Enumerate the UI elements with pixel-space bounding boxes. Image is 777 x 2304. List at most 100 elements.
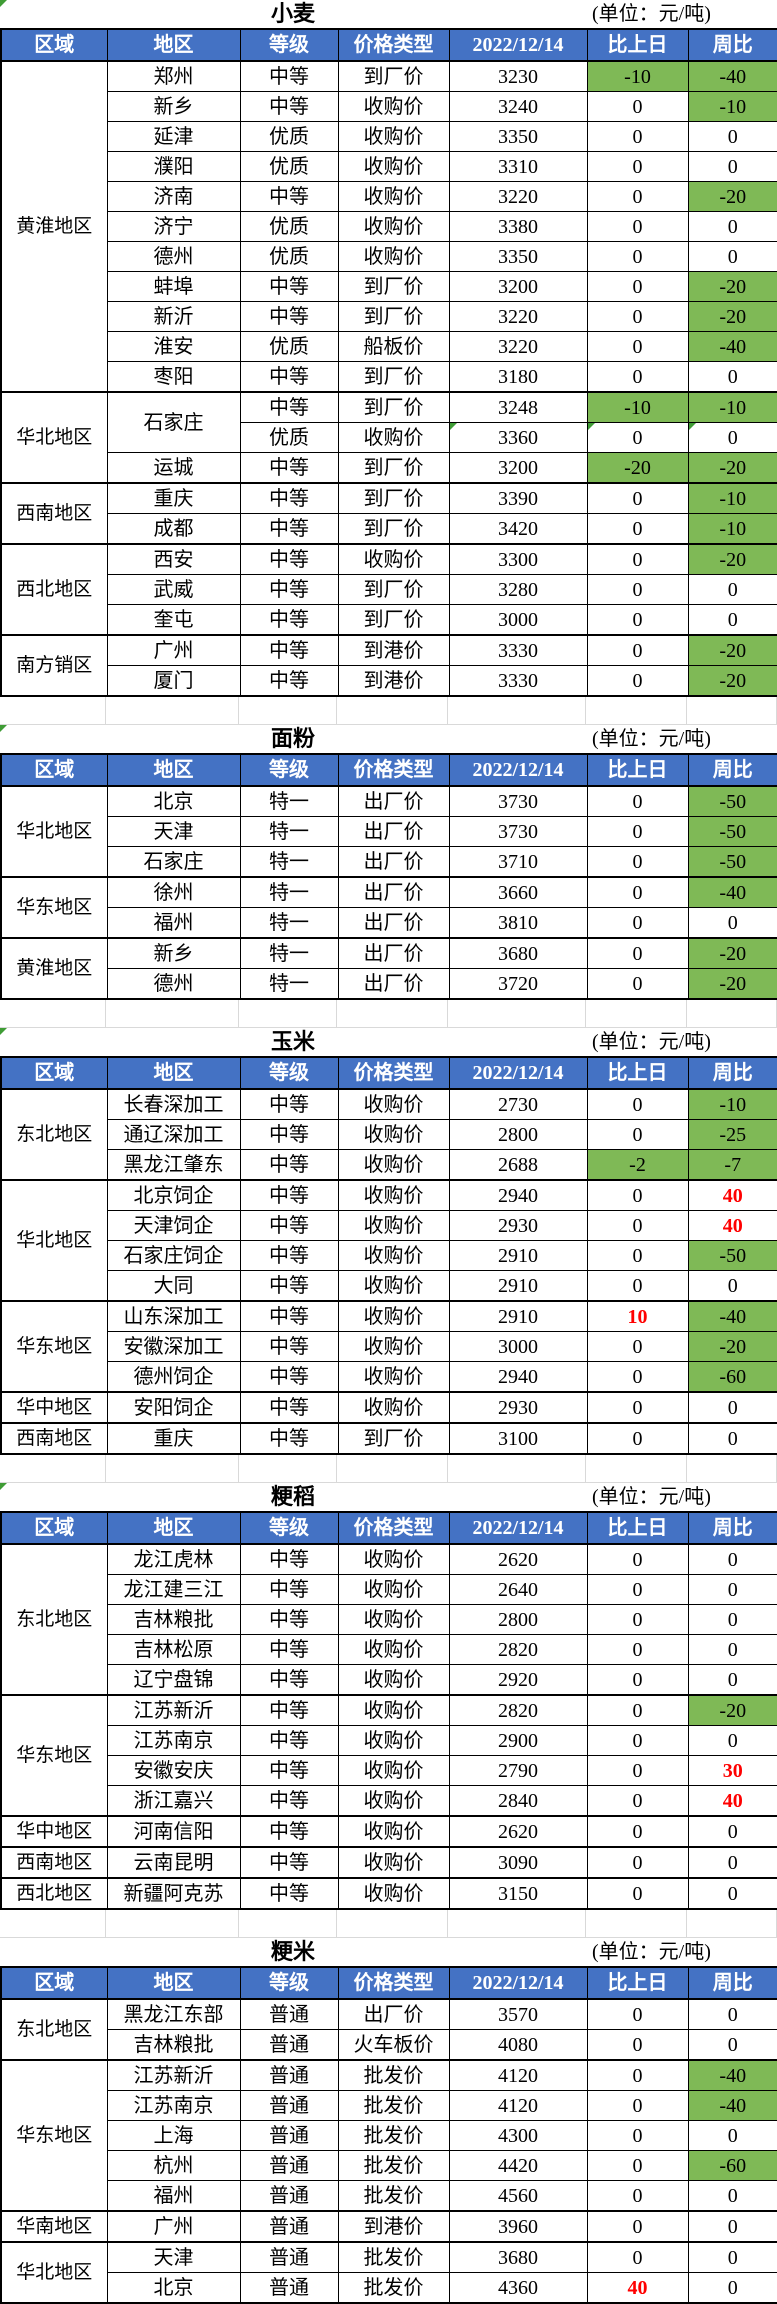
cell-grade: 特一 — [239, 785, 339, 817]
cell-vs-prev-day: 0 — [586, 1270, 689, 1302]
cell-area: 濮阳 — [106, 151, 241, 182]
table-row: 南方销区 广州 中等 到港价 3330 0 -20 — [0, 634, 777, 697]
comment-marker-icon — [689, 423, 696, 430]
section-title: 小麦 — [270, 1, 315, 26]
table-row: 东北地区 黑龙江东部 普通 出厂价 3570 0 0 — [0, 1998, 777, 2061]
table-row: 黑龙江肇东 中等 收购价 2688 -2 -7 — [1, 1149, 777, 1181]
table-row: 华南地区 广州 普通 到港价 3960 0 0 — [0, 2210, 777, 2243]
table-row: 江苏南京 普通 批发价 4120 0 -40 — [1, 2090, 777, 2121]
cell-price-type: 收购价 — [337, 1543, 450, 1575]
cell-grade: 特一 — [239, 876, 339, 908]
cell-price-type: 收购价 — [337, 1785, 450, 1817]
cell-weekly: 0 — [687, 1664, 777, 1696]
cell-grade: 优质 — [239, 151, 339, 182]
table-row: 西南地区 重庆 中等 到厂价 3390 0 -10 — [0, 482, 777, 545]
cell-price: 3230 — [448, 60, 588, 92]
cell-price: 3960 — [448, 2210, 588, 2243]
cell-grade: 中等 — [239, 1877, 339, 1910]
cell-price-type: 到厂价 — [337, 482, 450, 514]
cell-vs-prev-day: 0 — [586, 1574, 689, 1605]
cell-weekly: -20 — [687, 968, 777, 1000]
comment-marker-icon — [588, 423, 595, 430]
cell-price: 3390 — [448, 482, 588, 514]
cell-vs-prev-day: 0 — [586, 1422, 689, 1455]
cell-area: 石家庄 — [106, 846, 241, 878]
cell-price: 2820 — [448, 1634, 588, 1665]
cell-price-type: 收购价 — [337, 1815, 450, 1848]
price-table-flour: 区域 地区 等级 价格类型 2022/12/14 比上日 周比 华北地区 北京 特一 出厂价 3730… — [0, 753, 777, 1000]
cell-vs-prev-day: 0 — [586, 331, 689, 362]
cell-grade: 普通 — [239, 2150, 339, 2181]
cell-area: 通辽深加工 — [106, 1119, 241, 1150]
cell-price: 2940 — [448, 1361, 588, 1393]
cell-weekly: -40 — [687, 2090, 777, 2121]
cell-vs-prev-day: 0 — [586, 665, 689, 697]
cell-price: 4120 — [448, 2059, 588, 2091]
cell-vs-prev-day: 0 — [586, 543, 689, 575]
cell-grade: 中等 — [239, 91, 339, 122]
cell-grade: 普通 — [239, 2210, 339, 2243]
cell-weekly: 0 — [687, 604, 777, 636]
cell-price: 2640 — [448, 1574, 588, 1605]
cell-grade: 特一 — [239, 816, 339, 847]
table-row: 石家庄 特一 出厂价 3710 0 -50 — [1, 846, 777, 878]
cell-area: 河南信阳 — [106, 1815, 241, 1848]
cell-price-type: 收购价 — [337, 1604, 450, 1635]
cell-grade: 中等 — [239, 1270, 339, 1302]
section-japonica-paddy: 粳稻 (单位：元/吨) 区域 地区 等级 价格类型 2022/12/14 比上日 周比 东北地区龙… — [0, 1483, 777, 1910]
cell-price-type: 到港价 — [337, 2210, 450, 2243]
cell-vs-prev-day: 0 — [586, 1391, 689, 1424]
cell-vs-prev-day: 0 — [586, 1846, 689, 1879]
table-row: 厦门 中等 到港价 3330 0 -20 — [1, 665, 777, 697]
cell-price: 2620 — [448, 1543, 588, 1575]
cell-vs-prev-day: 0 — [586, 2180, 689, 2212]
cell-area: 江苏新沂 — [106, 2059, 241, 2091]
cell-area: 江苏南京 — [106, 2090, 241, 2121]
cell-grade: 中等 — [239, 513, 339, 545]
cell-price-type: 到厂价 — [337, 361, 450, 393]
cell-vs-prev-day: 0 — [586, 2120, 689, 2151]
cell-grade: 中等 — [239, 60, 339, 92]
column-header-weekly: 周比 — [687, 1966, 777, 2000]
cell-price: 3570 — [448, 1998, 588, 2030]
cell-weekly: 0 — [687, 1725, 777, 1756]
cell-vs-prev-day: 0 — [586, 1664, 689, 1696]
cell-price-type: 出厂价 — [337, 876, 450, 908]
cell-price: 3200 — [448, 452, 588, 484]
cell-price: 2910 — [448, 1300, 588, 1332]
cell-region: 黄淮地区 — [0, 937, 108, 1000]
table-row: 西北地区 新疆阿克苏 中等 收购价 3150 0 0 — [0, 1877, 777, 1910]
cell-price-type: 收购价 — [337, 1149, 450, 1181]
cell-price-type: 火车板价 — [337, 2029, 450, 2061]
cell-area: 福州 — [106, 907, 241, 939]
column-header-date: 2022/12/14 — [448, 1056, 588, 1090]
cell-weekly: 0 — [687, 907, 777, 939]
cell-weekly: -40 — [687, 60, 777, 92]
cell-area: 德州 — [106, 241, 241, 272]
cell-grade: 中等 — [239, 1119, 339, 1150]
cell-price-type: 出厂价 — [337, 846, 450, 878]
cell-weekly: 40 — [687, 1210, 777, 1241]
cell-grade: 中等 — [239, 634, 339, 666]
cell-price-type: 批发价 — [337, 2120, 450, 2151]
cell-area: 天津 — [106, 2241, 241, 2273]
cell-grade: 中等 — [239, 361, 339, 393]
table-row: 东北地区 龙江虎林 中等 收购价 2620 0 0 — [0, 1543, 777, 1696]
cell-weekly: -20 — [687, 543, 777, 575]
column-header-price-type: 价格类型 — [337, 28, 450, 62]
table-row: 新乡 中等 收购价 3240 0 -10 — [1, 91, 777, 122]
table-row: 天津饲企 中等 收购价 2930 0 40 — [1, 1210, 777, 1241]
cell-area: 厦门 — [106, 665, 241, 697]
table-row: 西南地区 云南昆明 中等 收购价 3090 0 0 — [0, 1846, 777, 1879]
cell-vs-prev-day: -20 — [586, 452, 689, 484]
cell-area: 成都 — [106, 513, 241, 545]
column-header-price-type: 价格类型 — [337, 1966, 450, 2000]
cell-grade: 特一 — [239, 907, 339, 939]
cell-weekly: 0 — [687, 2180, 777, 2212]
cell-area: 上海 — [106, 2120, 241, 2151]
column-header-area: 地区 — [106, 1966, 241, 2000]
cell-area: 徐州 — [106, 876, 241, 908]
price-table-wheat: 区域 地区 等级 价格类型 2022/12/14 比上日 周比 黄淮地区 郑州 中等 到厂价 3230… — [0, 28, 777, 697]
column-header-price-type: 价格类型 — [337, 1511, 450, 1545]
cell-weekly: -20 — [687, 452, 777, 484]
